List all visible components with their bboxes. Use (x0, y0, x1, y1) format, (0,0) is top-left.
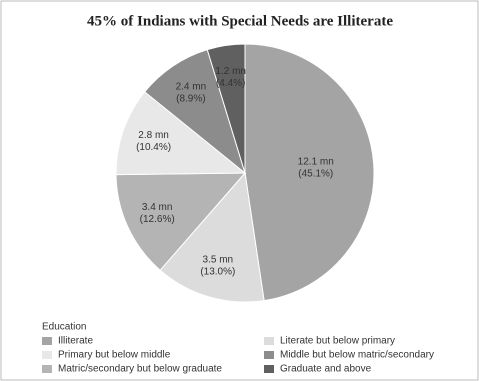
legend-swatch (264, 365, 274, 373)
legend-title: Education (42, 322, 86, 333)
legend-label: Literate but below primary (280, 336, 395, 347)
share-label: (45.1%) (298, 168, 333, 179)
share-label: (12.6%) (140, 214, 175, 225)
legend-label: Illiterate (58, 336, 93, 347)
share-label: (4.4%) (216, 78, 245, 89)
legend-swatch (264, 337, 274, 345)
value-label: 1.2 mn (215, 66, 246, 77)
share-label: (13.0%) (200, 267, 235, 278)
legend-swatch (42, 337, 52, 345)
value-label: 2.4 mn (176, 81, 207, 92)
legend-swatch (264, 351, 274, 359)
share-label: (10.4%) (136, 142, 171, 153)
legend-label: Graduate and above (280, 364, 372, 375)
legend-swatch (42, 351, 52, 359)
legend-swatch (42, 365, 52, 373)
legend-label: Primary but below middle (58, 350, 171, 361)
pie-slice (115, 91, 247, 176)
value-label: 2.8 mn (138, 130, 169, 141)
value-label: 12.1 mn (298, 156, 334, 167)
pie-slice (115, 172, 247, 271)
pie-slice (206, 43, 246, 174)
share-label: (8.9%) (176, 93, 205, 104)
legend-label: Middle but below matric/secondary (280, 350, 434, 361)
value-label: 3.4 mn (142, 202, 173, 213)
value-label: 3.5 mn (203, 255, 234, 266)
pie-slice (244, 43, 375, 302)
pie-slice (159, 171, 265, 303)
legend-label: Matric/secondary but below graduate (58, 364, 222, 375)
chart-title: 45% of Indians with Special Needs are Il… (87, 13, 393, 29)
pie-slice (144, 49, 246, 175)
